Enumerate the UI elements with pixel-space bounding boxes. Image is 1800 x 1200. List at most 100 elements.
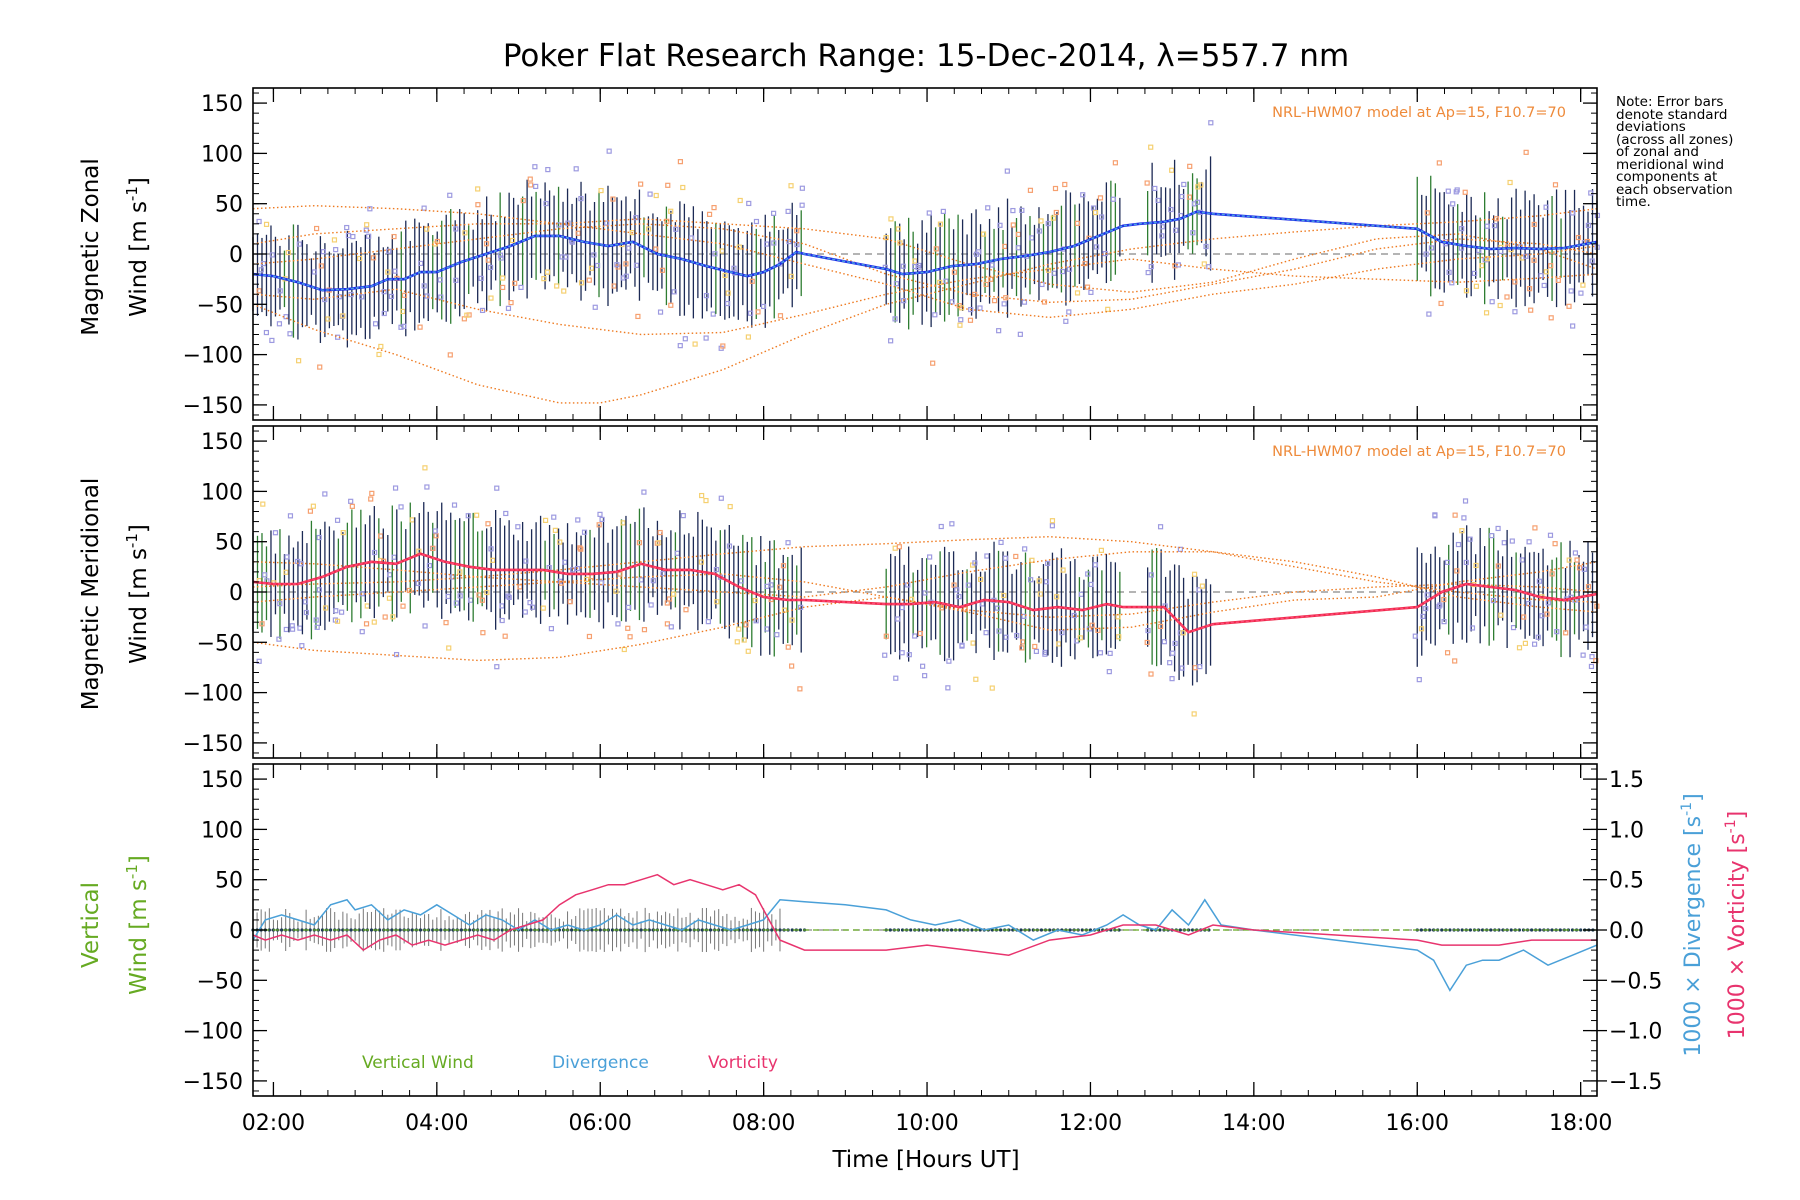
vertical-wind-point: [688, 928, 692, 932]
scatter-point: [1489, 299, 1495, 305]
scatter-point: [316, 534, 322, 541]
scatter-point: [698, 559, 704, 565]
scatter-point: [1424, 592, 1430, 598]
scatter-point: [656, 540, 662, 546]
scatter-point: [713, 566, 720, 573]
scatter-point: [1452, 658, 1458, 664]
scatter-point: [937, 221, 944, 227]
scatter-point: [680, 184, 686, 191]
scatter-point: [1042, 649, 1048, 655]
scatter-point: [401, 292, 408, 298]
scatter-point: [951, 582, 957, 588]
scatter-point: [1576, 565, 1583, 571]
scatter-point: [1459, 226, 1465, 232]
scatter-point: [1459, 528, 1465, 534]
scatter-point: [570, 567, 576, 573]
scatter-point: [364, 222, 370, 228]
scatter-point: [945, 685, 951, 691]
scatter-point: [940, 208, 946, 215]
scatter-point: [777, 313, 784, 319]
scatter-point: [623, 261, 629, 267]
vertical-wind-point: [659, 928, 664, 932]
scatter-point: [1509, 538, 1515, 544]
scatter-point: [968, 306, 974, 313]
vertical-wind-point: [557, 928, 561, 932]
scatter-point: [479, 307, 486, 314]
scatter-point: [1179, 193, 1185, 200]
scatter-point: [1148, 144, 1154, 150]
scatter-point: [1066, 266, 1073, 272]
scatter-point: [1144, 180, 1150, 186]
scatter-point: [755, 309, 761, 315]
scatter-point: [318, 263, 324, 269]
scatter-point: [794, 241, 800, 248]
scatter-point: [1017, 331, 1023, 337]
scatter-point: [561, 288, 567, 294]
scatter-point: [1479, 263, 1485, 269]
y-tick-label: 100: [201, 818, 243, 843]
scatter-point: [381, 289, 387, 295]
vertical-wind-point: [459, 928, 463, 932]
scatter-point: [359, 294, 365, 300]
scatter-point: [895, 616, 901, 622]
scatter-point: [965, 582, 971, 588]
scatter-point: [340, 313, 346, 319]
scatter-point: [668, 302, 674, 308]
scatter-point: [1098, 547, 1104, 553]
scatter-point: [1463, 559, 1469, 566]
scatter-point: [959, 643, 965, 649]
scatter-point: [671, 591, 677, 597]
scatter-point: [317, 364, 323, 370]
scatter-point: [484, 589, 490, 596]
scatter-point: [938, 523, 944, 530]
vertical-wind-point: [610, 928, 615, 932]
scatter-point: [434, 238, 441, 245]
panel-plot-layer: [252, 465, 1600, 717]
scatter-point: [462, 230, 468, 236]
scatter-point: [1469, 625, 1476, 631]
vertical-wind-point: [998, 928, 1003, 932]
scatter-point: [892, 545, 898, 551]
scatter-point: [447, 192, 453, 198]
scatter-point: [980, 231, 987, 237]
scatter-point: [1177, 546, 1183, 552]
scatter-point: [1082, 260, 1088, 267]
scatter-point: [518, 284, 524, 290]
scatter-point: [943, 278, 949, 284]
scatter-point: [892, 316, 898, 322]
scatter-point: [340, 529, 346, 536]
scatter-point: [1444, 650, 1451, 656]
scatter-point: [1073, 638, 1080, 644]
zonal-ylabel: Magnetic Zonal Wind [m s-1]: [78, 158, 152, 336]
scatter-point: [432, 528, 438, 534]
scatter-point: [263, 221, 270, 227]
scatter-point: [557, 539, 563, 545]
x-tick-label: 12:00: [1059, 1111, 1122, 1136]
vertical-wind-point: [929, 928, 933, 932]
scatter-point: [745, 334, 751, 340]
note-line: deviations: [1616, 119, 1686, 135]
vertical-wind-point: [770, 928, 774, 932]
scatter-point: [967, 317, 974, 323]
vertical-wind-point: [900, 928, 905, 932]
vertical-wind-point: [439, 928, 443, 932]
scatter-point: [1418, 626, 1425, 632]
scatter-point: [334, 618, 341, 624]
scatter-point: [899, 650, 905, 656]
scatter-point: [1060, 567, 1066, 573]
scatter-point: [626, 245, 632, 251]
vertical-wind-point: [390, 928, 394, 932]
scatter-point: [737, 197, 743, 204]
legend-divergence: Divergence: [552, 1053, 649, 1073]
vertical-wind-point: [1570, 928, 1575, 932]
scatter-point: [1512, 279, 1518, 285]
scatter-point: [1552, 541, 1558, 547]
scatter-point: [1473, 283, 1480, 289]
scatter-point: [1050, 215, 1056, 221]
scatter-point: [505, 593, 511, 599]
scatter-point: [1536, 578, 1542, 584]
scatter-point: [617, 571, 623, 577]
scatter-point: [1037, 591, 1043, 597]
scatter-point: [296, 241, 302, 247]
vertical-wind-point: [410, 928, 414, 932]
